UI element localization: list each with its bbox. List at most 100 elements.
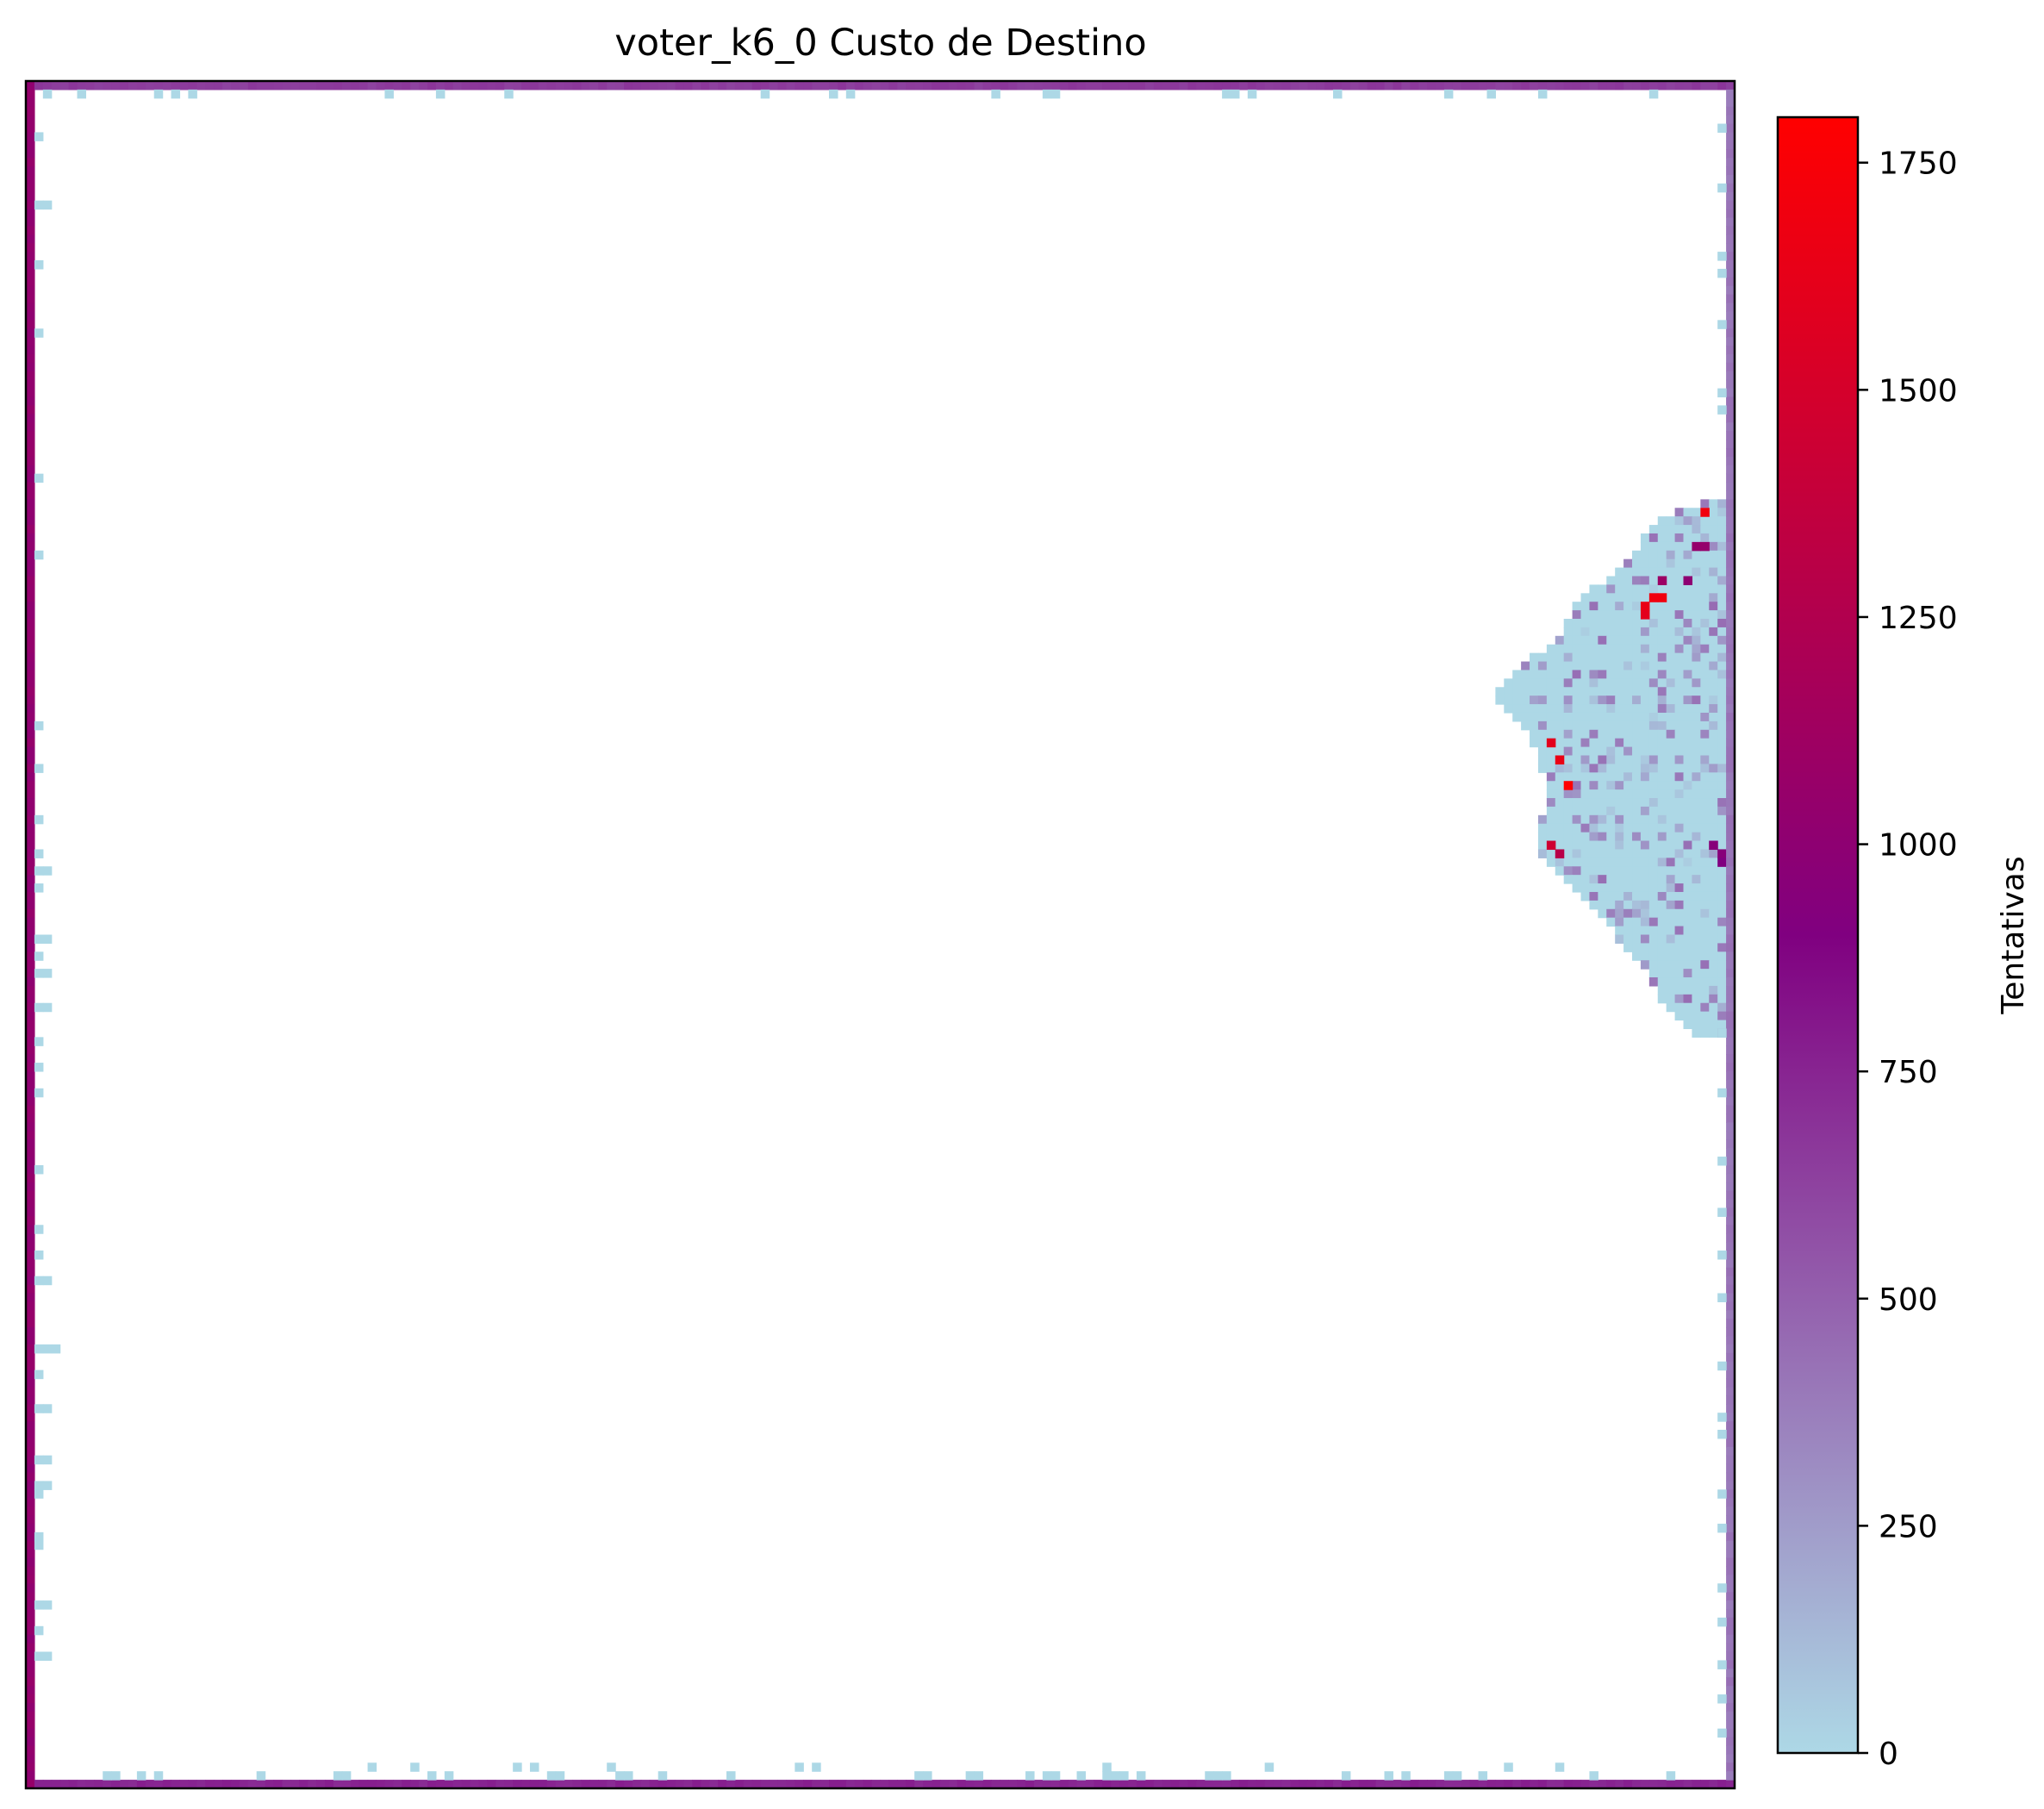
heatmap-cell-right-edge [1726, 1054, 1736, 1064]
heatmap-cell [1572, 764, 1582, 773]
heatmap-cell [1632, 635, 1642, 646]
heatmap-cell [1666, 558, 1676, 569]
heatmap-cell [1598, 619, 1607, 628]
heatmap-cell-top-edge [1008, 81, 1018, 90]
heatmap-cell [1700, 875, 1710, 884]
heatmap-cell-top-edge [495, 81, 505, 90]
heatmap-cell-bottom-edge [1648, 1780, 1659, 1789]
heatmap-cell-bottom-edge [1017, 1780, 1026, 1789]
heatmap-cell [1700, 823, 1710, 833]
heatmap-cell [1615, 764, 1624, 773]
heatmap-cell-right-edge [1726, 772, 1736, 782]
heatmap-cell [1640, 934, 1650, 944]
heatmap-cell [1657, 558, 1667, 569]
heatmap-cell-top-edge [341, 81, 352, 90]
heatmap-cell [1563, 823, 1574, 833]
heatmap-cell-left-edge [26, 900, 35, 910]
heatmap-cell-left-edge [26, 1771, 35, 1781]
heatmap-cell [1640, 840, 1650, 851]
heatmap-cell [1657, 567, 1667, 577]
heatmap-cell [1648, 934, 1659, 944]
heatmap-cell-right-edge [1726, 1506, 1736, 1516]
heatmap-cell [1709, 994, 1718, 1004]
heatmap-cell-left-edge [26, 200, 35, 210]
heatmap-cell [1572, 610, 1582, 620]
heatmap-cell [1632, 627, 1642, 637]
heatmap-cell [1495, 696, 1505, 705]
heatmap-cell-bottom-edge [1469, 1780, 1480, 1789]
heatmap-cell [1555, 704, 1565, 714]
heatmap-cell [1623, 652, 1633, 663]
heatmap-cell [1580, 858, 1591, 867]
heatmap-cell [1692, 1011, 1701, 1021]
heatmap-cell [1683, 687, 1693, 696]
heatmap-cell-right-edge [1726, 191, 1736, 202]
heatmap-cell [1674, 550, 1685, 560]
heatmap-cell-right-edge [1726, 1762, 1736, 1772]
heatmap-edge-speck [1648, 89, 1659, 99]
heatmap-cell-bottom-edge [1393, 1780, 1402, 1789]
heatmap-cell [1657, 781, 1667, 790]
heatmap-cell [1563, 849, 1574, 858]
heatmap-cell [1606, 806, 1616, 816]
heatmap-cell-bottom-edge [991, 1780, 1000, 1789]
heatmap-cell-bottom-edge [854, 1780, 864, 1789]
heatmap-cell-left-edge [26, 1369, 35, 1380]
heatmap-cell [1666, 712, 1676, 722]
heatmap-cell-bottom-edge [1290, 1780, 1299, 1789]
heatmap-cell [1530, 661, 1539, 671]
heatmap-cell-right-edge [1726, 174, 1736, 184]
heatmap-cell [1589, 652, 1598, 663]
heatmap-cell [1709, 806, 1718, 816]
heatmap-cell [1657, 985, 1667, 995]
heatmap-cell-bottom-edge [222, 1780, 232, 1789]
heatmap-cell-top-edge [452, 81, 463, 90]
heatmap-edge-speck [34, 328, 44, 338]
heatmap-cell-right-edge [1726, 1481, 1736, 1490]
heatmap-cell-right-edge [1726, 1575, 1736, 1584]
heatmap-cell [1606, 687, 1616, 696]
heatmap-cell-top-edge [1307, 81, 1317, 90]
heatmap-cell-left-edge [26, 1233, 35, 1243]
heatmap-cell-bottom-edge [1341, 1780, 1351, 1789]
heatmap-cell [1589, 627, 1598, 637]
heatmap-cell [1674, 704, 1685, 714]
heatmap-edge-speck [1136, 1771, 1146, 1781]
heatmap-cell-right-edge [1726, 951, 1736, 961]
heatmap-cell [1606, 823, 1616, 833]
chart-title: voter_k6_0 Custo de Destino [614, 22, 1146, 65]
heatmap-edge-speck [34, 1369, 44, 1380]
colorbar-tick-label: 250 [1879, 1509, 1938, 1544]
heatmap-cell [1606, 635, 1616, 646]
heatmap-cell [1648, 891, 1659, 901]
heatmap-cell [1546, 858, 1556, 867]
heatmap-cell [1709, 533, 1718, 543]
heatmap-cell [1546, 712, 1556, 722]
heatmap-cell [1615, 814, 1624, 825]
heatmap-cell [1555, 764, 1565, 773]
heatmap-cell-right-edge [1726, 337, 1736, 346]
heatmap-cell [1666, 883, 1676, 893]
heatmap-cell [1598, 704, 1607, 714]
heatmap-edge-speck [42, 89, 53, 99]
heatmap-cell [1615, 823, 1624, 833]
heatmap-cell [1606, 781, 1616, 790]
heatmap-cell [1717, 755, 1727, 764]
heatmap-cell-right-edge [1726, 832, 1736, 842]
heatmap-cell-top-edge [1555, 81, 1565, 90]
heatmap-cell [1657, 883, 1667, 893]
heatmap-cell-left-edge [26, 661, 35, 671]
heatmap-edge-speck [153, 89, 164, 99]
heatmap-cell-top-edge [1205, 81, 1214, 90]
heatmap-cell-right-edge [1726, 1566, 1736, 1575]
heatmap-cell-left-edge [26, 1028, 35, 1038]
heatmap-cell [1580, 627, 1591, 637]
heatmap-cell [1546, 704, 1556, 714]
heatmap-cell-right-edge [1726, 1771, 1736, 1781]
heatmap-cell-right-edge [1726, 1293, 1736, 1303]
heatmap-hot-cell [1640, 610, 1650, 620]
heatmap-cell [1632, 678, 1642, 688]
heatmap-cell-left-edge [26, 610, 35, 620]
heatmap-edge-speck [367, 1762, 377, 1772]
heatmap-cell-left-edge [26, 541, 35, 552]
